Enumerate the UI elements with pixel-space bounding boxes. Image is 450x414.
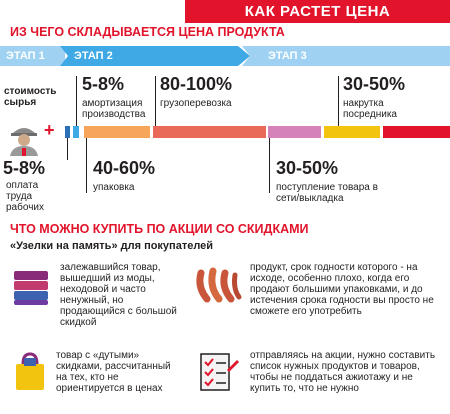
packaging-label: упаковка: [93, 182, 135, 193]
tick-shelf: [269, 138, 270, 193]
stage-3: ЭТАП 3: [242, 46, 450, 66]
labor-percent: 5-8%: [3, 158, 46, 178]
amortization-label: амортизация производства: [82, 98, 146, 120]
segment-final: [383, 126, 450, 138]
cargo-percent: 80-100%: [160, 74, 233, 94]
shopping-bag-icon: [16, 352, 44, 390]
item-text-bag: товар с «дутыми» скидками, рассчитанный …: [56, 350, 171, 394]
tick-cargo: [155, 76, 156, 126]
tick-labor: [67, 138, 68, 160]
page-title: КАК РАСТЕТ ЦЕНА: [244, 3, 391, 20]
amortization-percent: 5-8%: [82, 74, 125, 94]
segment-labor: [65, 126, 70, 138]
markup-percent: 30-50%: [343, 74, 406, 94]
stage-1: ЭТАП 1: [0, 46, 65, 66]
cargo-label: грузоперевозка: [160, 98, 232, 109]
checklist-icon: [200, 353, 239, 391]
header-bar: [185, 0, 450, 23]
markup-label: накрутка посредника: [343, 98, 397, 120]
item-text-sausages: продукт, срок годности которого - на исх…: [250, 262, 434, 317]
labor-label: оплата труда рабочих: [6, 180, 44, 213]
tick-packaging: [86, 138, 87, 193]
shelf-label: поступление товара в сети/выкладка: [276, 182, 378, 204]
segment-cargo: [153, 126, 266, 138]
section-subtitle: «Узелки на память» для покупателей: [10, 240, 214, 252]
clothes-stack-icon: [14, 271, 48, 305]
segment-amortization: [73, 126, 79, 138]
item-text-checklist: отправляясь на акции, нужно составить сп…: [250, 350, 436, 394]
segment-shelf: [268, 126, 321, 138]
section-title-price: ИЗ ЧЕГО СКЛАДЫВАЕТСЯ ЦЕНА ПРОДУКТА: [10, 25, 285, 39]
segment-packaging: [84, 126, 150, 138]
packaging-percent: 40-60%: [93, 158, 156, 178]
plus-sign: +: [44, 120, 55, 140]
worker-icon: [10, 128, 38, 156]
segment-markup: [324, 126, 380, 138]
tick-markup: [338, 76, 339, 126]
stage-2: ЭТАП 2: [60, 46, 250, 66]
tick-amortization: [76, 76, 77, 126]
raw-material-label: стоимость сырья: [4, 86, 57, 108]
item-text-clothes: залежавшийся товар, вышедший из моды, не…: [60, 262, 177, 328]
section-title-sales: ЧТО МОЖНО КУПИТЬ ПО АКЦИИ СО СКИДКАМИ: [10, 222, 309, 236]
shelf-percent: 30-50%: [276, 158, 339, 178]
sausages-icon: [196, 267, 242, 303]
